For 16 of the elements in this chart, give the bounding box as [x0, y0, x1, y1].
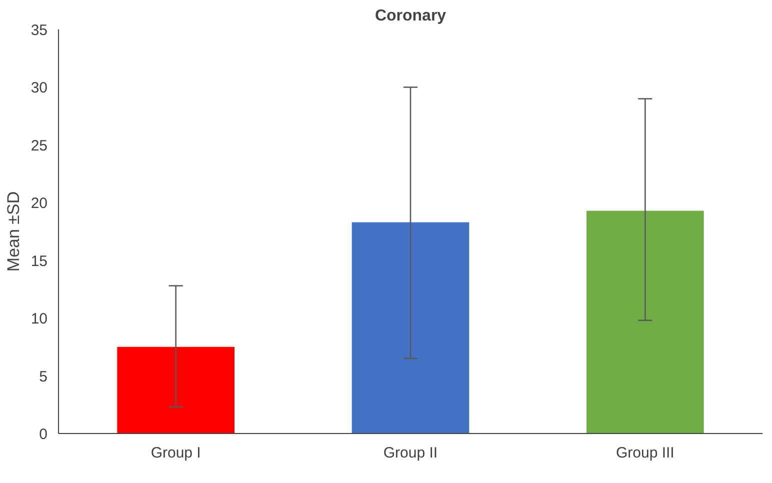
bar — [117, 346, 234, 434]
bar — [352, 222, 470, 434]
y-tick-label: 5 — [39, 368, 48, 386]
y-axis-title: Mean ±SD — [4, 191, 23, 272]
x-tick-label: Group III — [616, 444, 674, 462]
y-tick-label: 25 — [30, 137, 48, 154]
y-tick-label: 35 — [30, 22, 48, 39]
x-tick-label: Group II — [383, 444, 438, 462]
x-tick-label: Group I — [150, 444, 201, 462]
y-tick-label: 30 — [30, 80, 48, 97]
chart-title: Coronary — [374, 8, 446, 24]
y-tick-label: 15 — [30, 252, 48, 270]
y-tick-label: 0 — [39, 426, 48, 443]
bar — [586, 210, 704, 434]
y-tick-label: 20 — [30, 195, 48, 212]
y-tick-label: 10 — [30, 310, 48, 328]
